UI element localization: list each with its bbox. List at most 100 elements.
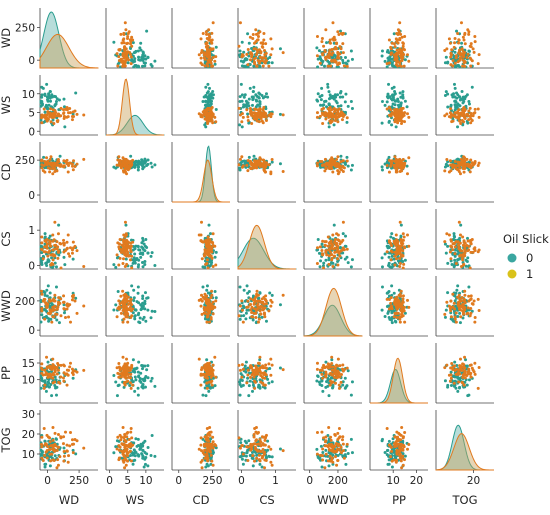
point-series-1 <box>122 356 125 359</box>
point-series-1 <box>321 122 324 125</box>
point-series-0 <box>47 258 50 261</box>
point-series-0 <box>144 386 147 389</box>
y-tick-label: 0 <box>28 190 35 202</box>
point-series-0 <box>153 385 156 388</box>
point-series-1 <box>264 42 267 45</box>
point-series-1 <box>51 248 54 251</box>
point-series-1 <box>461 303 464 306</box>
point-series-1 <box>45 367 48 370</box>
point-series-1 <box>130 298 133 301</box>
point-series-0 <box>40 313 43 316</box>
point-series-1 <box>395 61 398 64</box>
point-series-0 <box>258 291 261 294</box>
point-series-0 <box>144 238 147 241</box>
point-series-0 <box>460 42 463 45</box>
point-series-1 <box>445 113 448 116</box>
point-series-0 <box>391 255 394 258</box>
point-series-0 <box>381 100 384 103</box>
point-series-1 <box>240 120 243 123</box>
point-series-1 <box>62 112 65 115</box>
point-series-0 <box>315 46 318 49</box>
y-tick-label: 250 <box>15 155 35 167</box>
point-series-1 <box>470 42 473 45</box>
point-series-0 <box>145 297 148 300</box>
point-series-1 <box>264 53 267 56</box>
point-series-0 <box>208 224 211 227</box>
point-series-1 <box>396 49 399 52</box>
point-series-1 <box>399 33 402 36</box>
point-series-1 <box>130 56 133 59</box>
point-series-1 <box>51 363 54 366</box>
point-series-1 <box>119 48 122 51</box>
point-series-1 <box>463 106 466 109</box>
point-series-1 <box>122 321 125 324</box>
point-series-1 <box>256 290 259 293</box>
point-series-0 <box>49 97 52 100</box>
point-series-0 <box>134 314 137 317</box>
point-series-1 <box>477 164 480 167</box>
point-series-1 <box>461 160 464 163</box>
point-series-1 <box>46 303 49 306</box>
point-series-1 <box>123 302 126 305</box>
point-series-1 <box>67 305 70 308</box>
point-series-0 <box>388 121 391 124</box>
point-series-1 <box>458 170 461 173</box>
point-series-1 <box>206 298 209 301</box>
point-series-1 <box>126 321 129 324</box>
point-series-0 <box>446 93 449 96</box>
point-series-1 <box>265 367 268 370</box>
point-series-1 <box>119 295 122 298</box>
point-series-0 <box>465 265 468 268</box>
point-series-1 <box>449 63 452 66</box>
point-series-1 <box>448 305 451 308</box>
point-series-0 <box>137 292 140 295</box>
point-series-1 <box>461 58 464 61</box>
point-series-1 <box>406 172 409 175</box>
panel-CS-vs-WD: 01 <box>28 209 98 272</box>
point-series-1 <box>53 305 56 308</box>
point-series-1 <box>253 62 256 65</box>
point-series-1 <box>62 363 65 366</box>
point-series-1 <box>398 48 401 51</box>
point-series-0 <box>239 394 242 397</box>
point-series-1 <box>203 64 206 67</box>
point-series-1 <box>263 377 266 380</box>
point-series-0 <box>325 41 328 44</box>
point-series-1 <box>63 115 66 118</box>
point-series-1 <box>467 306 470 309</box>
point-series-0 <box>351 380 354 383</box>
point-series-1 <box>203 56 206 59</box>
point-series-1 <box>341 248 344 251</box>
point-series-1 <box>203 53 206 56</box>
point-series-1 <box>469 57 472 60</box>
point-series-1 <box>255 53 258 56</box>
point-series-1 <box>129 316 132 319</box>
point-series-1 <box>254 316 257 319</box>
point-series-0 <box>42 87 45 90</box>
point-series-0 <box>240 372 243 375</box>
point-series-1 <box>259 374 262 377</box>
point-series-0 <box>406 165 409 168</box>
point-series-1 <box>117 55 120 58</box>
point-series-1 <box>43 160 46 163</box>
point-series-1 <box>399 170 402 173</box>
point-series-0 <box>247 394 250 397</box>
point-series-1 <box>269 170 272 173</box>
point-series-1 <box>253 380 256 383</box>
point-series-1 <box>454 115 457 118</box>
point-series-1 <box>337 358 340 361</box>
point-series-0 <box>143 316 146 319</box>
panel-CD-vs-CS <box>238 142 297 202</box>
point-series-0 <box>399 235 402 238</box>
point-series-1 <box>69 321 72 324</box>
point-series-0 <box>387 264 390 267</box>
point-series-1 <box>200 298 203 301</box>
point-series-1 <box>341 165 344 168</box>
point-series-1 <box>214 299 217 302</box>
point-series-0 <box>342 232 345 235</box>
point-series-1 <box>263 49 266 52</box>
point-series-1 <box>59 267 62 270</box>
point-series-0 <box>279 366 282 369</box>
point-series-1 <box>338 62 341 65</box>
point-series-1 <box>463 245 466 248</box>
